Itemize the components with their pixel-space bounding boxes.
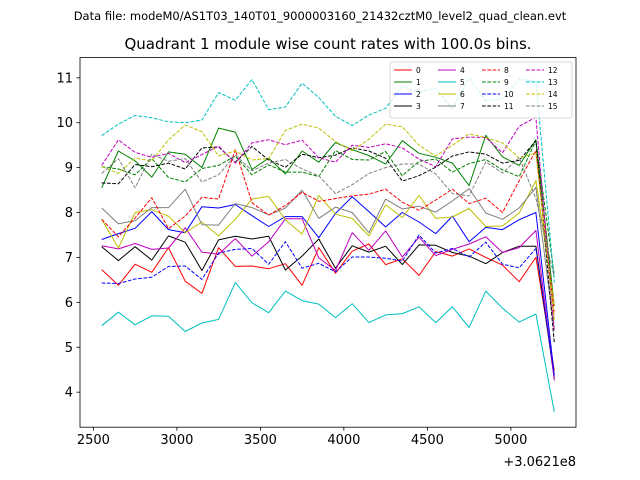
y-tick-label: 7 <box>65 251 73 266</box>
y-tick-label: 9 <box>65 161 73 176</box>
y-tick-label: 4 <box>65 386 73 401</box>
legend-label-1: 1 <box>416 78 421 87</box>
legend-label-4: 4 <box>460 66 465 75</box>
series-line-7 <box>101 186 555 331</box>
legend-label-9: 9 <box>504 78 509 87</box>
series-line-15 <box>101 153 555 277</box>
series-line-9 <box>101 140 555 276</box>
series-line-3 <box>101 235 555 379</box>
legend-label-15: 15 <box>548 102 558 111</box>
legend-label-2: 2 <box>416 90 421 99</box>
x-tick-label: 2500 <box>77 433 110 448</box>
series-line-5 <box>101 282 555 412</box>
legend-label-10: 10 <box>504 90 514 99</box>
legend-label-8: 8 <box>504 66 509 75</box>
series-line-4 <box>101 218 555 381</box>
series-line-12 <box>101 116 555 331</box>
series-line-10 <box>101 234 555 376</box>
series-line-1 <box>101 127 555 306</box>
series-line-11 <box>101 140 555 343</box>
legend-label-11: 11 <box>504 102 514 111</box>
chart-title: Quadrant 1 module wise count rates with … <box>124 35 531 53</box>
plot-area <box>80 57 576 428</box>
x-tick-label: 3500 <box>244 433 277 448</box>
series-line-6 <box>101 180 555 306</box>
legend-label-3: 3 <box>416 102 421 111</box>
series-line-0 <box>101 243 555 371</box>
x-tick-label: 4500 <box>411 433 444 448</box>
y-tick-label: 10 <box>56 116 73 131</box>
x-axis-offset-label: +3.0621e8 <box>503 455 576 470</box>
legend-label-6: 6 <box>460 90 465 99</box>
legend-label-12: 12 <box>548 66 558 75</box>
axes-frame <box>79 57 577 428</box>
legend-label-14: 14 <box>548 90 558 99</box>
legend-label-7: 7 <box>460 102 465 111</box>
y-tick-label: 6 <box>65 296 73 311</box>
legend-label-5: 5 <box>460 78 465 87</box>
data-file-label: Data file: modeM0/AS1T03_140T01_90000031… <box>74 9 567 23</box>
x-tick-label: 5000 <box>494 433 527 448</box>
y-tick-label: 11 <box>56 71 73 86</box>
x-tick-label: 3000 <box>160 433 193 448</box>
legend-box <box>389 61 573 119</box>
series-line-2 <box>101 196 555 376</box>
legend-label-13: 13 <box>548 78 558 87</box>
x-tick-label: 4000 <box>327 433 360 448</box>
series-layer <box>101 77 555 412</box>
y-tick-label: 8 <box>65 206 73 221</box>
series-line-14 <box>101 123 555 321</box>
legend-label-0: 0 <box>416 66 421 75</box>
y-tick-label: 5 <box>65 341 73 356</box>
